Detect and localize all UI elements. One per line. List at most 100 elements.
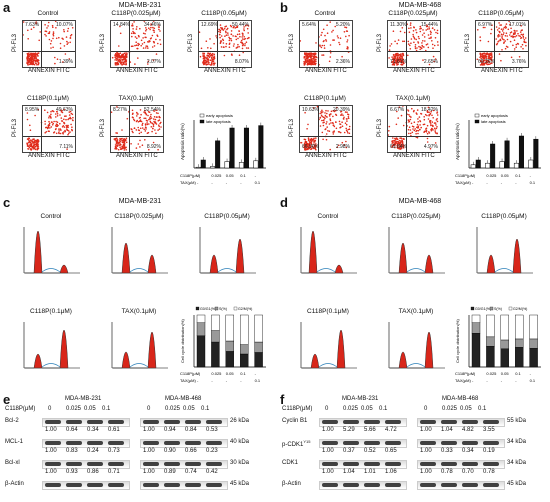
blot-strip-468 xyxy=(140,418,228,427)
blot-band xyxy=(66,440,82,445)
blot-strip-231 xyxy=(319,418,407,427)
blot-band xyxy=(45,440,61,445)
blot-band xyxy=(143,440,159,445)
quadrant-percent: 6.97% xyxy=(478,22,493,28)
band-quant: 0.37 xyxy=(343,448,355,454)
band-quant: 0.66 xyxy=(185,448,197,454)
blot-strip-468 xyxy=(140,481,228,490)
histogram xyxy=(111,227,168,274)
band-quant: 0.94 xyxy=(164,427,176,433)
gate-horizontal xyxy=(388,51,440,52)
tick-label: 0.025 xyxy=(211,173,222,178)
band-quant: 1.00 xyxy=(45,427,57,433)
quadrant-percent: 49.63% xyxy=(56,107,73,113)
protein-label: CDK1 xyxy=(282,460,299,466)
legend-swatch xyxy=(199,113,205,118)
gate-vertical xyxy=(406,106,407,152)
tick-label: 0.05 xyxy=(226,371,235,376)
flow-title: C118P(0.1μM) xyxy=(27,95,69,102)
tick-label: - xyxy=(226,180,228,185)
s-phase-curve xyxy=(406,268,426,273)
band-quant: 1.00 xyxy=(143,469,155,475)
flow-title: C118P(0.05μM) xyxy=(201,10,247,17)
quadrant-percent: 14.84% xyxy=(113,22,130,28)
blot-band xyxy=(185,482,201,487)
conc-value: 0.1 xyxy=(478,406,487,412)
gate-horizontal xyxy=(23,136,75,137)
kda-marker: 34 kDa xyxy=(507,460,527,466)
band-quant: 0.24 xyxy=(87,448,99,454)
flow-title: TAX(0.1μM) xyxy=(395,95,431,102)
flow-title: TAX(0.1μM) xyxy=(118,95,154,102)
blot-title-231: MDA-MB-231 xyxy=(65,396,102,402)
blot-band xyxy=(385,440,401,445)
x-axis-label: ANNEXIN FITC xyxy=(28,153,70,159)
conc-value: 0.025 xyxy=(66,406,82,412)
legend-swatch xyxy=(508,306,513,311)
tick-label: 0.05 xyxy=(501,173,510,178)
stacked-bar xyxy=(211,341,220,368)
cycle-title: TAX(0.1μM) xyxy=(398,308,434,315)
histogram xyxy=(23,227,80,274)
quadrant-percent: 12.69% xyxy=(201,22,218,28)
blot-strip-468 xyxy=(140,460,228,469)
x-axis-label: ANNEXIN FITC xyxy=(305,153,347,159)
tick-label: - xyxy=(197,378,199,383)
stacked-bar xyxy=(211,330,220,343)
cycle-title: C118P(0.05μM) xyxy=(204,213,250,220)
stacked-bar xyxy=(500,339,509,349)
quadrant-percent: 17.01% xyxy=(509,22,526,28)
gate-vertical xyxy=(41,106,42,152)
tick-label: - xyxy=(530,371,532,376)
panel-a-title: MDA-MB-231 xyxy=(118,2,162,9)
gate-horizontal xyxy=(23,51,75,52)
blot-strip-231 xyxy=(42,439,130,448)
band-quant: 1.00 xyxy=(420,427,432,433)
blot-band xyxy=(483,440,499,445)
blot-band xyxy=(343,482,359,487)
legend-label: G0/G1(%) xyxy=(475,307,491,311)
histogram-peak xyxy=(201,238,245,274)
conc-value: 0.025 xyxy=(165,406,181,412)
row-label: C118P(μM) xyxy=(455,173,476,178)
tick-label: 0.025 xyxy=(486,173,497,178)
conc-value: 0 xyxy=(48,406,52,412)
gate-vertical xyxy=(318,21,319,67)
tick-label: - xyxy=(197,180,199,185)
blot-band xyxy=(66,419,82,424)
stacked-bar xyxy=(529,348,538,368)
cycle-title: C118P(0.1μM) xyxy=(307,308,349,315)
flow-plot: 8.95% 49.63% 7.11% xyxy=(22,105,76,153)
tick-label: - xyxy=(515,180,517,185)
blot-band xyxy=(87,482,103,487)
blot-strip-468 xyxy=(417,460,505,469)
quadrant-percent: 5.64% xyxy=(302,22,317,28)
quadrant-percent: 50.44% xyxy=(232,22,249,28)
bar xyxy=(258,125,264,169)
stacked-bar xyxy=(196,335,206,368)
x-axis-label: ANNEXIN FITC xyxy=(116,68,158,74)
stacked-bar xyxy=(254,352,263,368)
stacked-bar xyxy=(529,338,538,349)
histogram xyxy=(388,227,445,274)
band-quant: 1.04 xyxy=(343,469,355,475)
stacked-bar xyxy=(225,340,234,352)
row-label: C118P(μM) xyxy=(180,371,201,376)
quadrant-percent: 8.27% xyxy=(113,107,128,113)
blot-band xyxy=(164,482,180,487)
protein-label: MCL-1 xyxy=(5,439,24,445)
blot-strip-231 xyxy=(42,460,130,469)
histogram-peak xyxy=(25,230,69,274)
legend-swatch xyxy=(474,113,480,118)
blot-band xyxy=(364,482,380,487)
blot-title-231: MDA-MB-231 xyxy=(342,396,379,402)
flow-title: Control xyxy=(314,10,336,17)
legend-label: S(%) xyxy=(219,307,227,311)
gate-vertical xyxy=(41,21,42,67)
legend-label: G0/G1(%) xyxy=(200,307,216,311)
band-quant: 1.00 xyxy=(420,448,432,454)
flow-plot: 6.97% 17.01% 69.26% 3.76% xyxy=(475,20,529,68)
quadrant-percent: 52.54% xyxy=(144,107,161,113)
conc-value: 0.05 xyxy=(460,406,472,412)
blot-title-468: MDA-MB-468 xyxy=(442,396,479,402)
